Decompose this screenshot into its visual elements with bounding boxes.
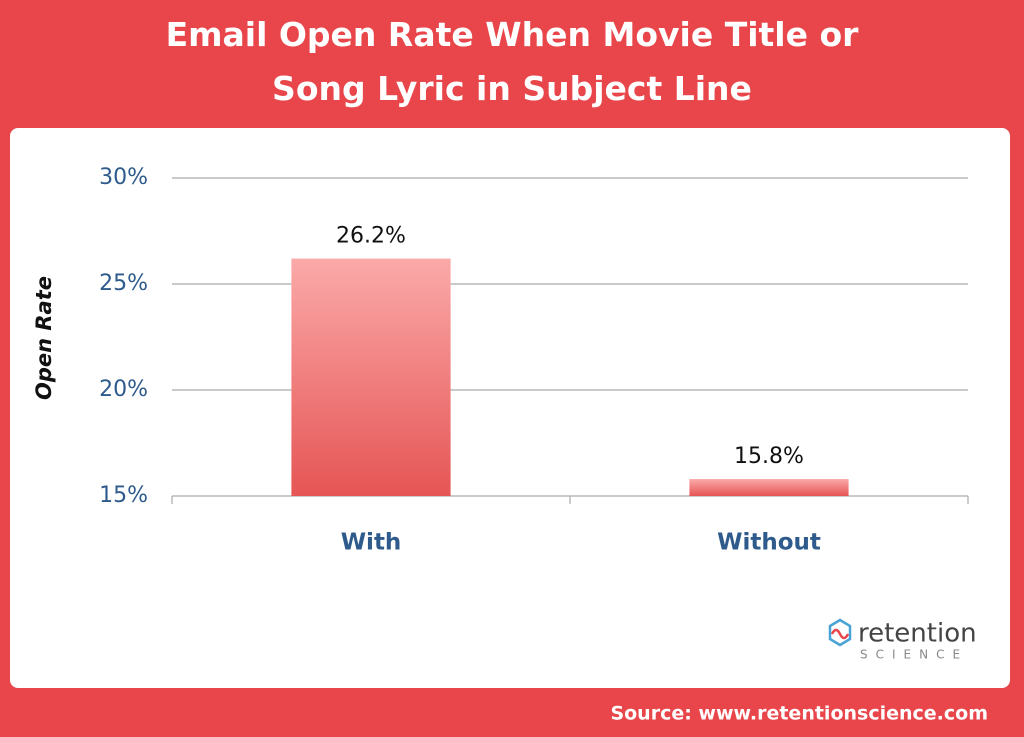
logo-wave (830, 628, 850, 640)
source: Source: www.retentionscience.com (610, 703, 988, 725)
value-label: 26.2% (336, 224, 406, 249)
bar (689, 479, 849, 496)
y-tick-label: 15% (99, 483, 148, 508)
bar (291, 258, 451, 496)
logo-name: retention (858, 619, 977, 649)
panel (10, 128, 1010, 688)
logo-icon (828, 618, 852, 647)
logo-tagline: SCIENCE (860, 648, 968, 662)
value-label: 15.8% (734, 444, 804, 469)
x-tick-label: Without (717, 530, 821, 556)
x-tick-label: With (341, 530, 402, 556)
y-axis-label: Open Rate (32, 276, 56, 400)
chart-title: Email Open Rate When Movie Title or Song… (165, 15, 859, 108)
y-tick-label: 20% (99, 377, 148, 402)
y-tick-label: 25% (99, 271, 148, 296)
logo: retention SCIENCE (828, 618, 977, 662)
y-tick-label: 30% (99, 165, 148, 190)
